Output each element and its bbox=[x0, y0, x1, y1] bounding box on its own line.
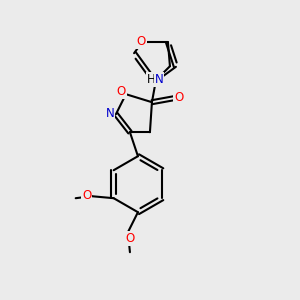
Text: O: O bbox=[125, 232, 135, 245]
Text: O: O bbox=[82, 189, 91, 202]
Text: O: O bbox=[136, 35, 146, 48]
Text: O: O bbox=[116, 85, 126, 98]
Text: H: H bbox=[147, 73, 155, 86]
Text: N: N bbox=[106, 107, 114, 120]
Text: O: O bbox=[174, 91, 184, 104]
Text: N: N bbox=[154, 73, 163, 86]
